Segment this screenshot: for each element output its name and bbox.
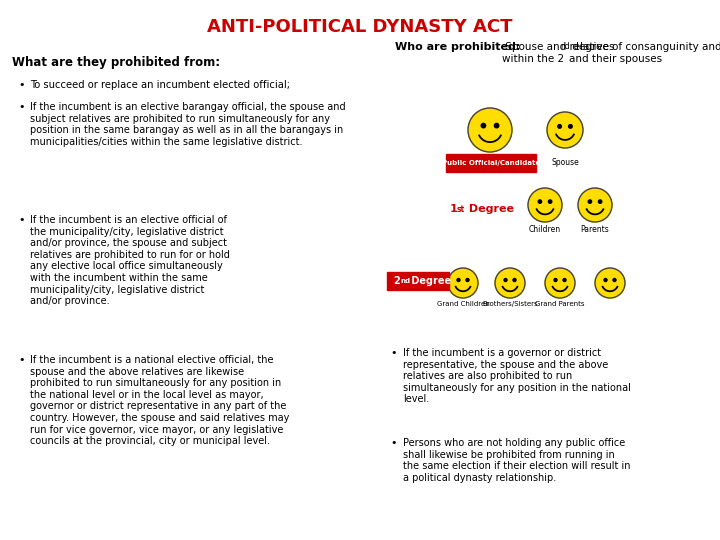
Circle shape [538,200,541,203]
Circle shape [457,279,460,281]
Text: If the incumbent is an elective barangay official, the spouse and
subject relati: If the incumbent is an elective barangay… [30,102,346,147]
Text: Public Official/Candidate: Public Official/Candidate [442,160,540,166]
Circle shape [466,279,469,281]
Circle shape [604,279,607,281]
Text: Degree: Degree [408,276,451,286]
Circle shape [563,279,566,281]
Text: Grand Children: Grand Children [436,301,490,307]
Circle shape [495,124,499,128]
Text: Spouse: Spouse [551,158,579,167]
Text: 2: 2 [393,276,400,286]
Text: If the incumbent is a governor or district
representative, the spouse and the ab: If the incumbent is a governor or distri… [403,348,631,404]
Circle shape [569,125,572,128]
Circle shape [504,279,507,281]
Circle shape [495,268,525,298]
Text: What are they prohibited from:: What are they prohibited from: [12,56,220,69]
Circle shape [554,279,557,281]
Text: ANTI-POLITICAL DYNASTY ACT: ANTI-POLITICAL DYNASTY ACT [207,18,513,36]
Circle shape [448,268,478,298]
Text: 1: 1 [450,204,458,214]
Circle shape [481,124,485,128]
Circle shape [588,200,592,203]
Text: Grand Parents: Grand Parents [535,301,585,307]
Text: Degree: Degree [465,204,514,214]
Circle shape [578,188,612,222]
Text: If the incumbent is an elective official of
the municipality/city, legislative d: If the incumbent is an elective official… [30,215,230,306]
FancyBboxPatch shape [446,154,536,172]
Text: Parents: Parents [580,225,609,234]
Text: •: • [390,438,397,448]
Text: •: • [390,348,397,358]
Circle shape [613,279,616,281]
Circle shape [468,108,512,152]
Text: •: • [18,102,24,112]
Text: If the incumbent is a national elective official, the
spouse and the above relat: If the incumbent is a national elective … [30,355,289,446]
Text: degree of consanguinity and affinity
and their spouses: degree of consanguinity and affinity and… [569,42,720,64]
Circle shape [558,125,562,128]
FancyBboxPatch shape [387,272,449,290]
Text: nd: nd [560,42,570,51]
Text: To succeed or replace an incumbent elected official;: To succeed or replace an incumbent elect… [30,80,290,90]
Circle shape [528,188,562,222]
Circle shape [545,268,575,298]
Text: •: • [18,215,24,225]
Circle shape [595,268,625,298]
Text: nd: nd [400,278,410,284]
Text: •: • [18,80,24,90]
Circle shape [598,200,602,203]
Text: Spouse and relatives
within the 2: Spouse and relatives within the 2 [502,42,614,64]
Text: Persons who are not holding any public office
shall likewise be prohibited from : Persons who are not holding any public o… [403,438,631,483]
Text: st: st [457,205,465,214]
Circle shape [513,279,516,281]
Text: •: • [18,355,24,365]
Text: Who are prohibited:: Who are prohibited: [395,42,521,52]
Text: Children: Children [529,225,561,234]
Text: Brothers/Sisters: Brothers/Sisters [482,301,538,307]
Circle shape [549,200,552,203]
Circle shape [547,112,583,148]
